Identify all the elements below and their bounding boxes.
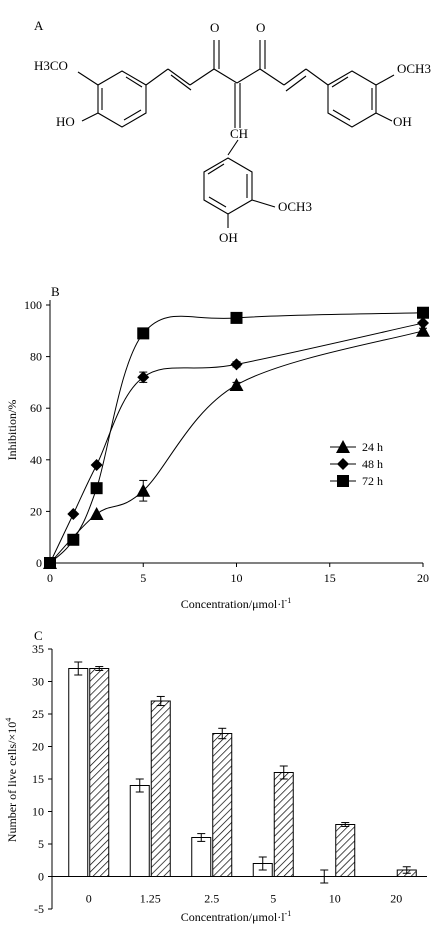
legend-label: 48 h [362,457,383,471]
methine-label: CH [230,126,248,141]
x-tick-label: 1.25 [140,892,161,906]
panel-label-a: A [34,18,44,33]
data-point [90,458,103,471]
data-point [67,507,80,520]
bar [335,824,356,877]
y-tick-label: 30 [32,675,44,689]
x-axis-title: Concentration/μmol·l-1 [181,909,291,924]
data-point [136,483,151,497]
x-tick-label: 0 [47,571,53,585]
x-tick-label: 20 [417,571,429,585]
legend-marker [337,475,349,487]
methoxy-label: H3CO [34,58,68,73]
x-axis-title: Concentration/μmol·l-1 [181,596,291,611]
x-tick-label: 2.5 [204,892,219,906]
live-cells-chart: C -5 0 5 10 15 20 25 30 35 0 1.25 2.5 5 10 20 Concentr… [4,628,427,924]
structure-bonds [77,40,395,228]
x-tick-label: 5 [140,571,146,585]
data-point [417,317,429,330]
methoxy-label: OCH3 [278,199,312,214]
y-tick-label: 0 [36,556,42,570]
data-point [90,482,103,495]
panel-label-c: C [34,628,43,643]
legend-label: 72 h [362,474,383,488]
hydroxy-label: HO [56,114,75,129]
panel-label-b: B [51,284,60,299]
structure-panel: A [34,18,431,245]
bar [68,668,89,877]
y-tick-label: 20 [30,504,42,518]
hydroxy-label: OH [393,114,412,129]
y-tick-label: 10 [32,805,44,819]
bar [129,785,150,877]
data-point [417,306,429,319]
bar [89,668,110,877]
x-tick-label: 0 [86,892,92,906]
y-axis-title: Inhibition/% [5,400,19,461]
carbonyl-label: O [210,20,219,35]
y-tick-label: 100 [24,298,42,312]
y-tick-label: 40 [30,453,42,467]
inhibition-chart: B 0 5 10 15 20 0 20 40 60 80 100 24 h 48 h 72 h Conc… [5,284,430,611]
y-tick-label: 25 [32,707,44,721]
legend: 24 h 48 h 72 h [330,440,383,488]
data-point [416,323,430,337]
x-tick-label: 10 [329,892,341,906]
methoxy-label: OCH3 [397,61,431,76]
carbonyl-label: O [256,20,265,35]
data-point [89,506,104,520]
y-tick-label: 20 [32,740,44,754]
y-axis-title: Number of live cells/×104 [4,718,19,842]
x-tick-label: 5 [270,892,276,906]
y-tick-label: -5 [34,902,44,916]
x-tick-label: 10 [231,571,243,585]
data-point [44,557,56,569]
bar [212,733,233,877]
bar [150,700,171,877]
data-point [67,533,80,546]
y-tick-label: 0 [38,870,44,884]
data-point [230,358,243,371]
legend-label: 24 h [362,440,383,454]
legend-marker [336,440,350,453]
data-point [137,327,150,340]
legend-marker [337,458,349,470]
bar [191,837,212,877]
y-tick-label: 15 [32,772,44,786]
y-tick-label: 35 [32,642,44,656]
hydroxy-label: OH [219,230,238,245]
y-tick-label: 80 [30,350,42,364]
y-tick-label: 60 [30,401,42,415]
x-tick-label: 20 [390,892,402,906]
data-point [229,377,244,391]
data-point [137,371,150,384]
y-tick-label: 5 [38,837,44,851]
structure-labels: O O H3CO OCH3 HO OH CH OCH3 OH [34,20,431,245]
series-line [49,312,424,564]
data-point [230,311,243,324]
bar [273,772,294,877]
x-tick-label: 15 [324,571,336,585]
